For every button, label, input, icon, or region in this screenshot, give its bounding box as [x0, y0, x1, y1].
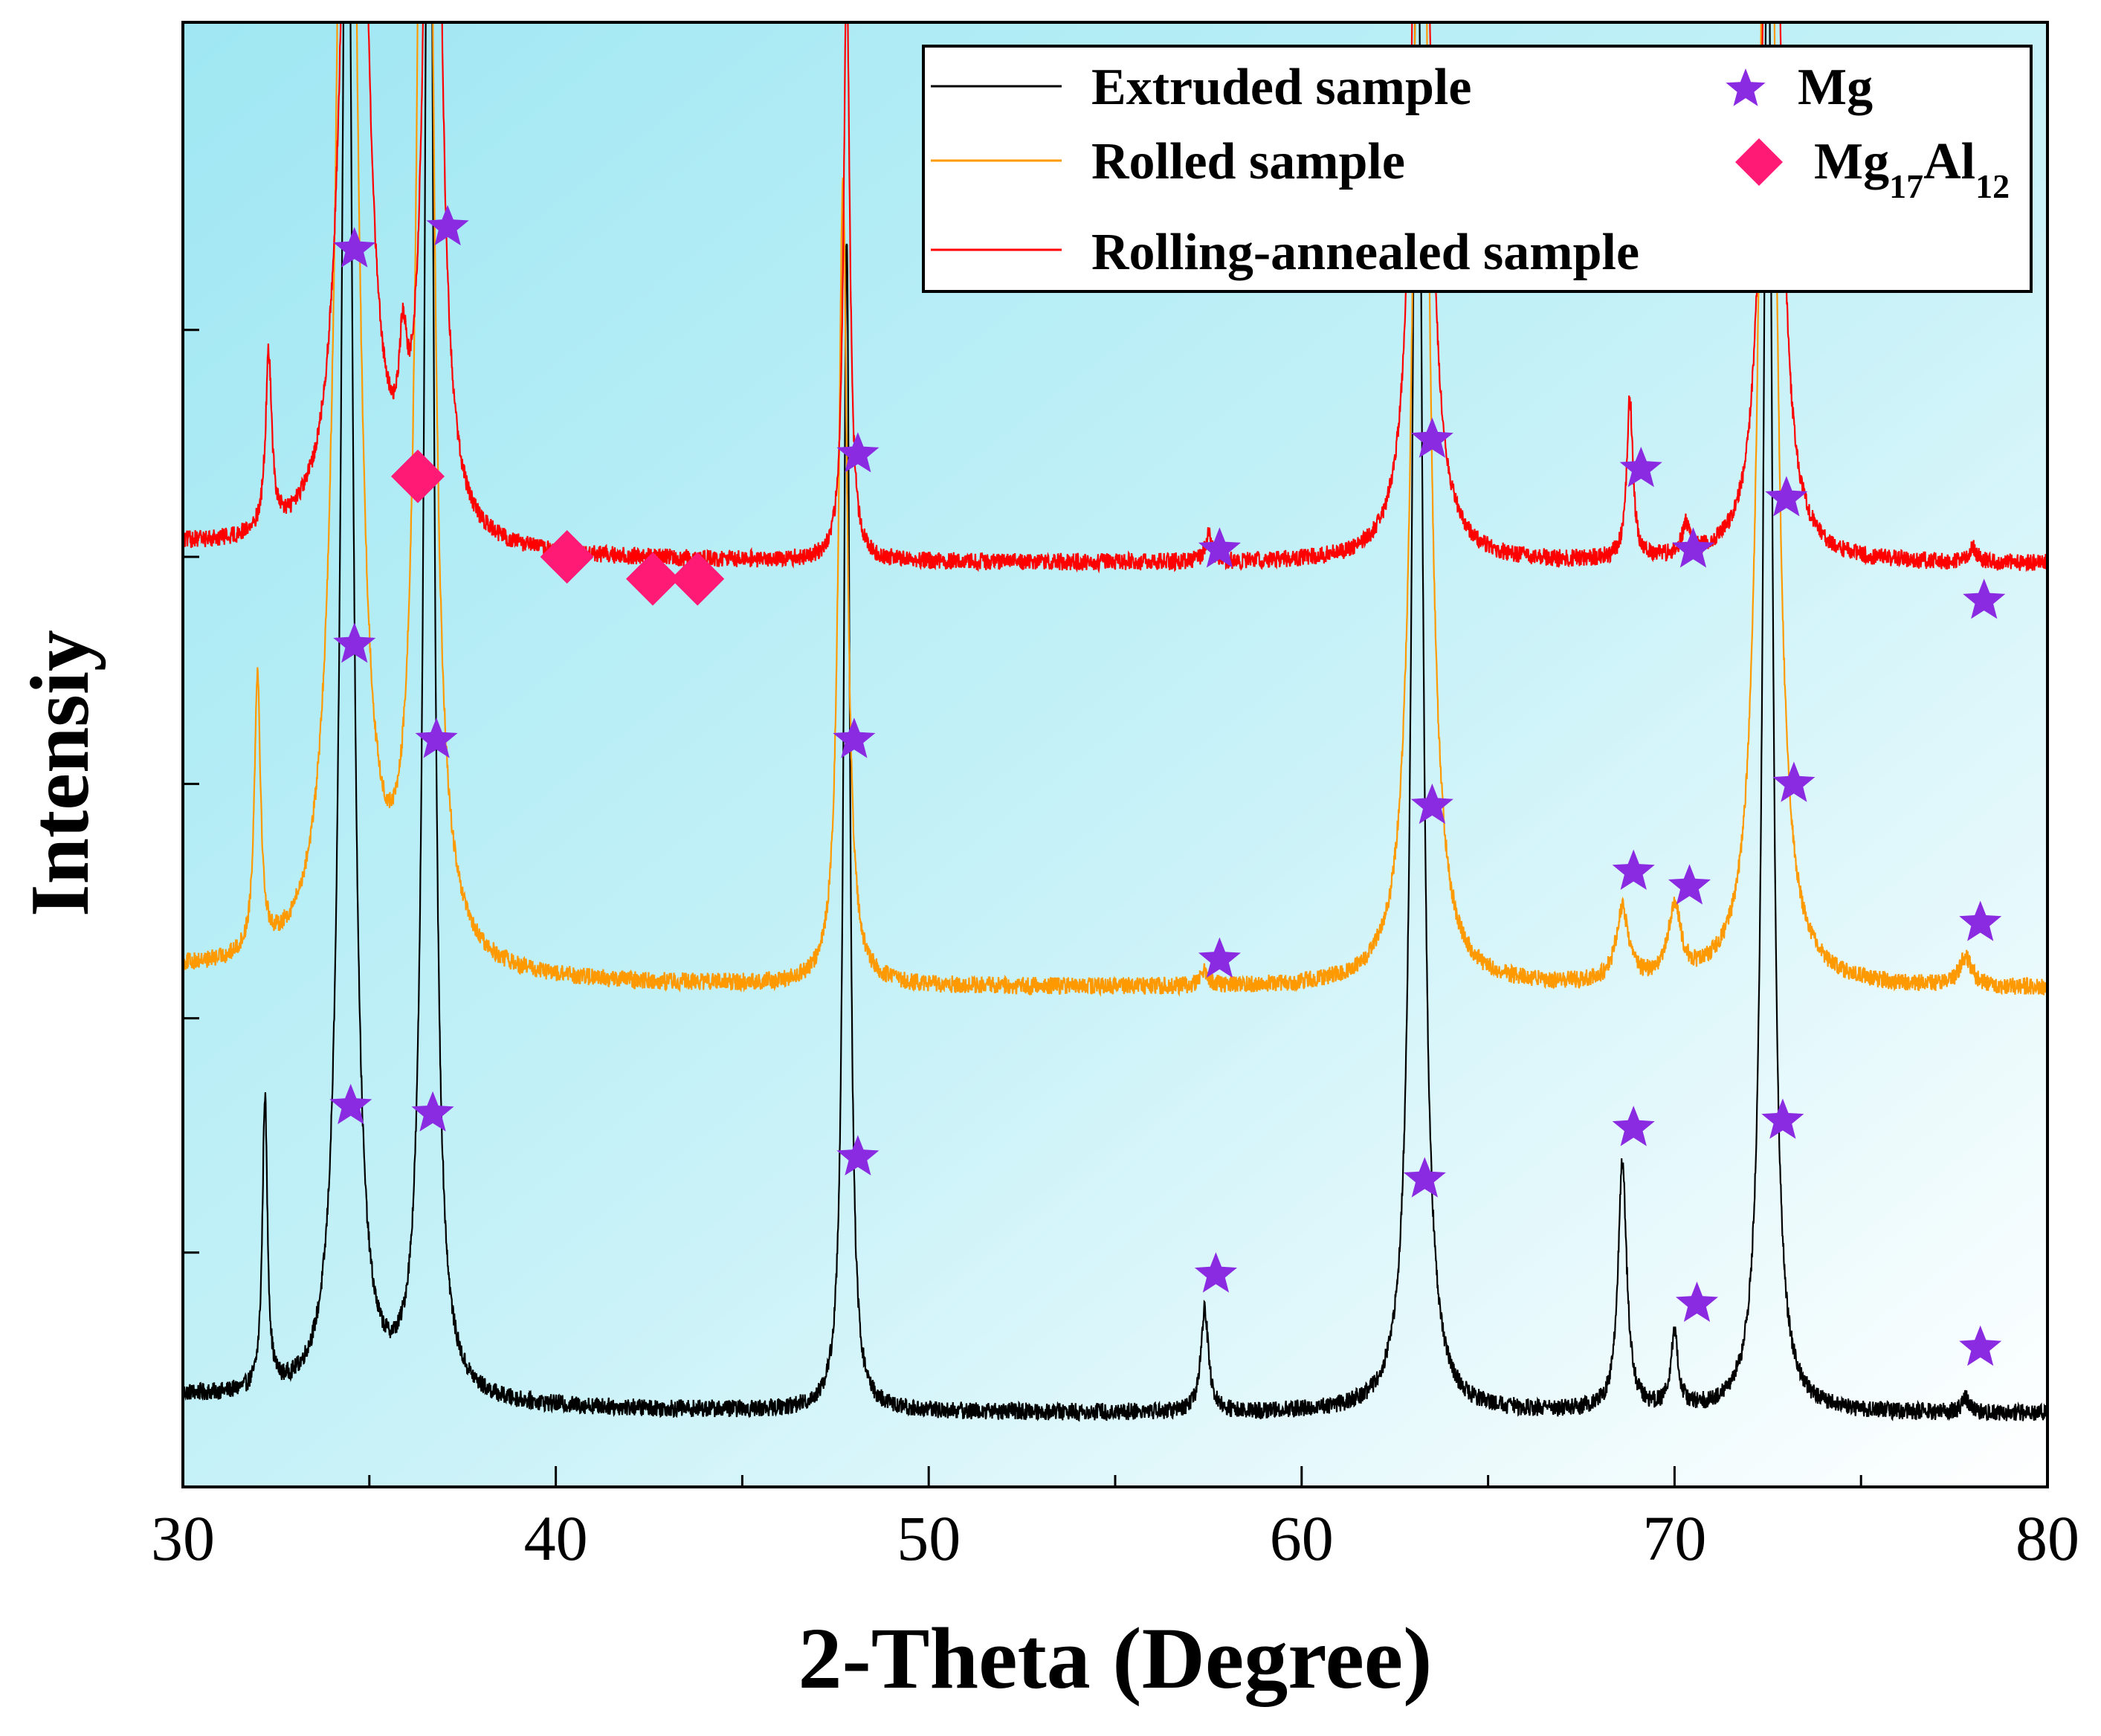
mg-star-marker [833, 717, 876, 758]
series-line-extruded-sample [183, 22, 2047, 1422]
series-layer [183, 22, 2047, 1422]
mg17al12-diamond-marker [540, 530, 594, 584]
mg17al12-diamond-marker [391, 449, 445, 503]
legend: Extruded sample Rolled sample Rolling-an… [922, 45, 2033, 293]
mg-star-marker [1619, 446, 1662, 488]
mg-star-marker [1963, 578, 2006, 619]
mg17al12-diamond-marker [671, 552, 725, 606]
mg-star-marker [836, 1135, 880, 1175]
mg-star-marker [1198, 937, 1241, 978]
legend-diamond-marker [1735, 138, 1783, 186]
mg-star-marker [1959, 1325, 2002, 1366]
mg-star-marker [1198, 527, 1241, 568]
legend-star-icon [1726, 68, 1766, 106]
series-line-rolling-annealed-sample [183, 22, 2047, 574]
x-tick-label: 40 [524, 1503, 588, 1574]
mg-star-marker [1765, 476, 1808, 517]
legend-box [922, 45, 2033, 293]
y-axis-title: Intensiy [14, 630, 106, 917]
x-axis-title: 2-Theta (Degree) [798, 1610, 1433, 1707]
mg-star-marker [1612, 849, 1655, 890]
annotation-markers [329, 204, 2006, 1366]
mg-star-marker [1671, 527, 1714, 568]
axis-ticks: 30 40 50 60 70 80 [151, 329, 2079, 1574]
mg-star-marker [1612, 1106, 1655, 1146]
mg-star-marker [329, 1083, 372, 1125]
legend-label-rolled: Rolled sample [1091, 133, 1405, 190]
mg-star-marker [1959, 900, 2002, 941]
x-tick-label: 70 [1642, 1503, 1706, 1574]
legend-star-marker [1726, 68, 1766, 106]
legend-label-mg17al12: Mg17Al12 [1814, 133, 2010, 205]
mg-star-marker [333, 227, 376, 268]
legend-label-mg: Mg [1798, 59, 1873, 116]
x-tick-label: 60 [1270, 1503, 1334, 1574]
x-tick-label: 50 [897, 1503, 961, 1574]
mg-star-marker [415, 717, 458, 758]
x-tick-label: 30 [151, 1503, 215, 1574]
mg-star-marker [333, 622, 376, 663]
legend-label-extruded: Extruded sample [1091, 59, 1471, 116]
mg-star-marker [1194, 1252, 1237, 1293]
mg-star-marker [1410, 783, 1453, 825]
mg-star-marker [1761, 1098, 1804, 1139]
mg-star-marker [1676, 1281, 1718, 1322]
series-line-rolled-sample [183, 22, 2047, 998]
mg-star-marker [836, 432, 880, 473]
mg-star-marker [1772, 761, 1816, 802]
mg-star-marker [1403, 1157, 1446, 1198]
x-tick-label: 80 [2016, 1503, 2079, 1574]
mg-star-marker [411, 1091, 454, 1132]
mg-star-marker [1410, 417, 1453, 458]
legend-diamond-icon [1735, 138, 1783, 186]
mg17al12-diamond-marker [626, 552, 680, 606]
mg-star-marker [426, 204, 469, 246]
legend-label-annealed: Rolling-annealed sample [1091, 224, 1639, 281]
mg-star-marker [1668, 864, 1711, 905]
